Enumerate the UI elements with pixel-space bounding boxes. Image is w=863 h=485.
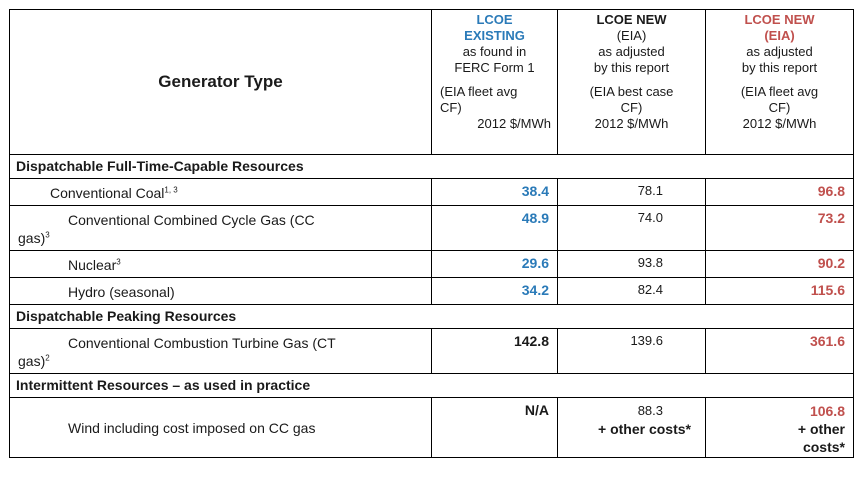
nuclear-new-adj: 90.2 — [705, 250, 854, 278]
ct-gas-existing: 142.8 — [431, 328, 558, 374]
header-row: Generator Type LCOE EXISTING as found in… — [9, 9, 854, 155]
table-row: Conventional Combined Cycle Gas (CC gas)3… — [9, 205, 854, 251]
row-label-nuclear: Nuclear3 — [9, 250, 432, 278]
row-label-cc-gas: Conventional Combined Cycle Gas (CC gas)3 — [9, 205, 432, 251]
nuclear-new-eia: 93.8 — [557, 250, 706, 278]
new-eia-unit: 2012 $/MWh — [594, 116, 669, 131]
table-row: Conventional Coal1, 3 38.4 78.1 96.8 — [9, 178, 854, 206]
new-eia-basis-2: CF) — [620, 100, 643, 115]
new-eia-title-2: (EIA) — [616, 28, 647, 43]
wind-new-adj: 106.8 + other costs* — [705, 397, 854, 458]
section-row: Dispatchable Peaking Resources — [9, 304, 854, 329]
hydro-existing: 34.2 — [431, 277, 558, 305]
coal-existing: 38.4 — [431, 178, 558, 206]
row-label-ct-gas: Conventional Combustion Turbine Gas (CT g… — [9, 328, 432, 374]
lcoe-new-eia-header: LCOE NEW (EIA) as adjusted by this repor… — [557, 9, 706, 155]
existing-basis-2: CF) — [440, 100, 462, 115]
wind-new-eia: 88.3 + other costs* — [557, 397, 706, 458]
row-label-coal: Conventional Coal1, 3 — [9, 178, 432, 206]
nuclear-existing: 29.6 — [431, 250, 558, 278]
section-intermittent: Intermittent Resources – as used in prac… — [9, 373, 854, 398]
new-adj-line-2: by this report — [741, 60, 818, 75]
new-eia-title-1: LCOE NEW — [596, 12, 667, 27]
new-adj-title-1: LCOE NEW — [744, 12, 815, 27]
coal-new-eia: 78.1 — [557, 178, 706, 206]
existing-line-1: as found in — [462, 44, 527, 59]
new-adj-line-1: as adjusted — [746, 44, 813, 59]
lcoe-existing-header: LCOE EXISTING as found in FERC Form 1 (E… — [431, 9, 558, 155]
section-row: Dispatchable Full-Time-Capable Resources — [9, 154, 854, 179]
lcoe-new-adjusted-header: LCOE NEW (EIA) as adjusted by this repor… — [705, 9, 854, 155]
ct-gas-new-adj: 361.6 — [705, 328, 854, 374]
lcoe-table: Generator Type LCOE EXISTING as found in… — [9, 9, 854, 458]
table-row: Hydro (seasonal) 34.2 82.4 115.6 — [9, 277, 854, 305]
new-adj-unit: 2012 $/MWh — [742, 116, 817, 131]
hydro-new-eia: 82.4 — [557, 277, 706, 305]
generator-type-header: Generator Type — [9, 9, 432, 155]
section-row: Intermittent Resources – as used in prac… — [9, 373, 854, 398]
new-adj-basis-1: (EIA fleet avg — [740, 84, 819, 99]
row-label-wind: Wind including cost imposed on CC gas — [9, 397, 432, 458]
cc-gas-new-eia: 74.0 — [557, 205, 706, 251]
existing-title-1: LCOE — [476, 12, 513, 27]
existing-line-2: FERC Form 1 — [454, 60, 535, 75]
row-label-hydro: Hydro (seasonal) — [9, 277, 432, 305]
new-adj-title-2: (EIA) — [764, 28, 795, 43]
ct-gas-new-eia: 139.6 — [557, 328, 706, 374]
new-eia-basis-1: (EIA best case — [589, 84, 674, 99]
coal-new-adj: 96.8 — [705, 178, 854, 206]
hydro-new-adj: 115.6 — [705, 277, 854, 305]
section-dispatchable-full-time: Dispatchable Full-Time-Capable Resources — [9, 154, 854, 179]
wind-existing: N/A — [431, 397, 558, 458]
section-dispatchable-peaking: Dispatchable Peaking Resources — [9, 304, 854, 329]
table-row: Nuclear3 29.6 93.8 90.2 — [9, 250, 854, 278]
existing-unit: 2012 $/MWh — [477, 116, 551, 131]
table-row: Conventional Combustion Turbine Gas (CT g… — [9, 328, 854, 374]
new-eia-line-1: as adjusted — [598, 44, 665, 59]
table-row: Wind including cost imposed on CC gas N/… — [9, 397, 854, 458]
cc-gas-existing: 48.9 — [431, 205, 558, 251]
cc-gas-new-adj: 73.2 — [705, 205, 854, 251]
new-adj-basis-2: CF) — [768, 100, 791, 115]
new-eia-line-2: by this report — [593, 60, 670, 75]
existing-basis-1: (EIA fleet avg — [440, 84, 518, 99]
existing-title-2: EXISTING — [464, 28, 525, 43]
